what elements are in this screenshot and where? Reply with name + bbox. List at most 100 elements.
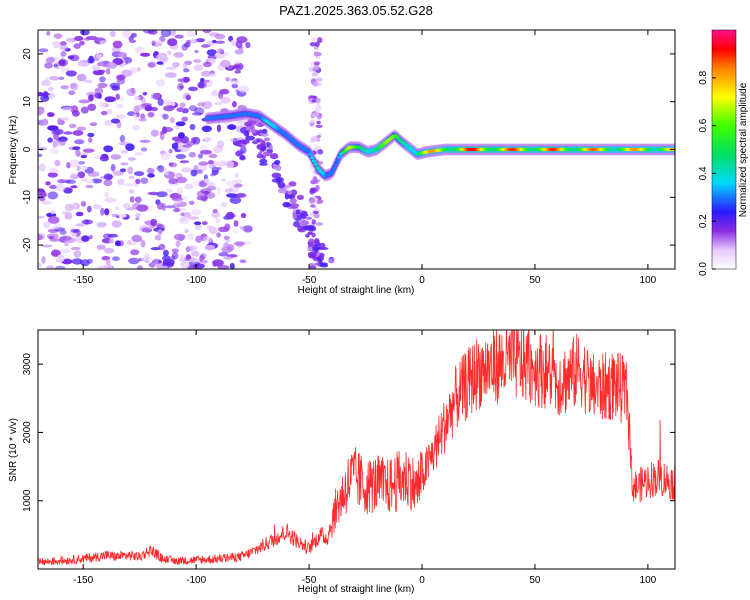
spectrogram-cell — [97, 82, 108, 89]
spectrogram-cell — [182, 196, 189, 200]
spectrogram-cell — [47, 172, 58, 178]
spectrogram-cell — [223, 235, 230, 240]
spectrogram-cell — [282, 201, 291, 208]
spectrogram-cell — [47, 112, 55, 118]
spectrogram-cell — [191, 250, 200, 257]
spectrogram-cell — [201, 125, 212, 133]
y-tick-label: 10 — [22, 96, 33, 108]
spectrogram-cell — [243, 131, 250, 137]
spectrogram-cell — [46, 31, 51, 36]
spectrogram-cell — [60, 65, 66, 74]
spectrogram-cell — [182, 63, 188, 70]
spectrogram-cell — [86, 35, 98, 41]
spectrogram-cell — [187, 216, 200, 220]
spectrogram-cell — [188, 151, 196, 158]
snr-frame — [37, 329, 676, 570]
x-tick-label: 0 — [419, 575, 425, 586]
spectrogram-cell — [106, 68, 111, 75]
spectrogram-cell — [38, 262, 42, 268]
spectrogram-cell — [208, 153, 218, 158]
spectrogram-cell — [212, 89, 218, 96]
colorbar-tick-label: 0.0 — [698, 262, 709, 276]
spectrogram-cell — [226, 180, 237, 187]
spectrogram-cell — [144, 253, 150, 260]
spectrogram-cell — [139, 52, 151, 57]
figure-title: PAZ1.2025.363.05.52.G28 — [279, 3, 433, 18]
spectrogram-cell — [259, 158, 268, 164]
spectrogram-cell — [185, 246, 190, 253]
spectrogram-cell — [310, 136, 319, 142]
spectrogram-cell — [188, 86, 198, 92]
spectrogram-cell — [229, 80, 240, 85]
spectrogram-cell — [229, 262, 235, 269]
spectrogram-cell — [135, 217, 140, 221]
spectrogram-cell — [119, 168, 127, 173]
spectrogram-cell — [116, 74, 126, 81]
snr-x-axis: -150 -100 -50 0 50 100 — [73, 330, 657, 586]
spectrogram-cell — [100, 110, 108, 116]
spectrogram-y-axis: -20 -10 0 10 20 — [22, 48, 675, 252]
spectrogram-cell — [136, 104, 146, 110]
spectrogram-cell — [88, 235, 93, 240]
spectrogram-cell — [53, 33, 63, 39]
spectrogram-cell — [289, 198, 297, 204]
spectrogram-cell — [118, 213, 127, 218]
colorbar-tick-label: 0.6 — [698, 118, 709, 132]
spectrogram-cell — [128, 189, 135, 194]
spectrogram-cell — [120, 150, 129, 154]
spectrogram-cell — [106, 62, 118, 69]
spectrogram-cell — [131, 234, 143, 243]
spectrogram-cell — [201, 79, 210, 83]
spectrogram-cell — [140, 177, 149, 184]
spectrogram-cell — [133, 96, 140, 101]
spectrogram-cell — [48, 167, 59, 173]
spectrogram-cell — [218, 252, 229, 257]
spectrogram-cell — [60, 41, 67, 46]
spectrogram-cell — [214, 33, 226, 40]
spectrogram-cell — [72, 146, 81, 151]
spectrogram-cell — [260, 132, 269, 137]
spectrogram-cell — [216, 232, 222, 238]
spectrogram-cell — [96, 53, 103, 59]
spectrogram-cell — [82, 148, 95, 153]
spectrogram-cell — [263, 137, 271, 142]
spectrogram-cell — [71, 110, 80, 117]
spectrogram-cell — [305, 224, 316, 231]
spectrogram-cell — [224, 188, 233, 193]
spectrogram-cell — [295, 209, 301, 215]
spectrogram-cell — [179, 102, 186, 108]
spectrogram-cell — [126, 242, 137, 246]
spectrogram-cell — [38, 153, 43, 157]
spectrogram-cell — [78, 152, 89, 156]
spectrogram-cell — [216, 124, 221, 133]
spectrogram-cell — [96, 69, 106, 74]
y-tick-label: 2000 — [22, 421, 33, 444]
spectrogram-cell — [315, 184, 320, 191]
spectrogram-cell — [215, 160, 228, 167]
spectrogram-cell — [38, 91, 43, 97]
spectrogram-cell — [206, 181, 215, 187]
spectrogram-cell — [271, 172, 282, 179]
spectrogram-cell — [63, 131, 73, 135]
spectrogram-cell — [128, 175, 136, 180]
spectrogram-cell — [239, 225, 248, 231]
spectrogram-cell — [111, 220, 122, 228]
spectrogram-cell — [73, 250, 82, 258]
spectrogram-cell — [126, 88, 137, 97]
spectrogram-cell — [104, 208, 110, 216]
spectrogram-cell — [308, 197, 315, 204]
y-tick-label: 3000 — [22, 353, 33, 376]
spectrogram-cell — [164, 72, 177, 78]
spectrogram-cell — [173, 208, 181, 213]
spectrogram-cell — [193, 64, 204, 71]
spectrogram-cell — [133, 171, 145, 177]
spectrogram-cell — [99, 76, 106, 83]
spectrogram-cell — [314, 97, 321, 104]
colorbar-gradient — [711, 29, 737, 270]
spectrogram-cell — [52, 141, 58, 149]
spectrogram-cell — [103, 145, 114, 153]
spectrogram-cell — [333, 163, 339, 167]
spectrogram-cell — [150, 92, 160, 100]
spectrogram-cell — [211, 166, 220, 174]
